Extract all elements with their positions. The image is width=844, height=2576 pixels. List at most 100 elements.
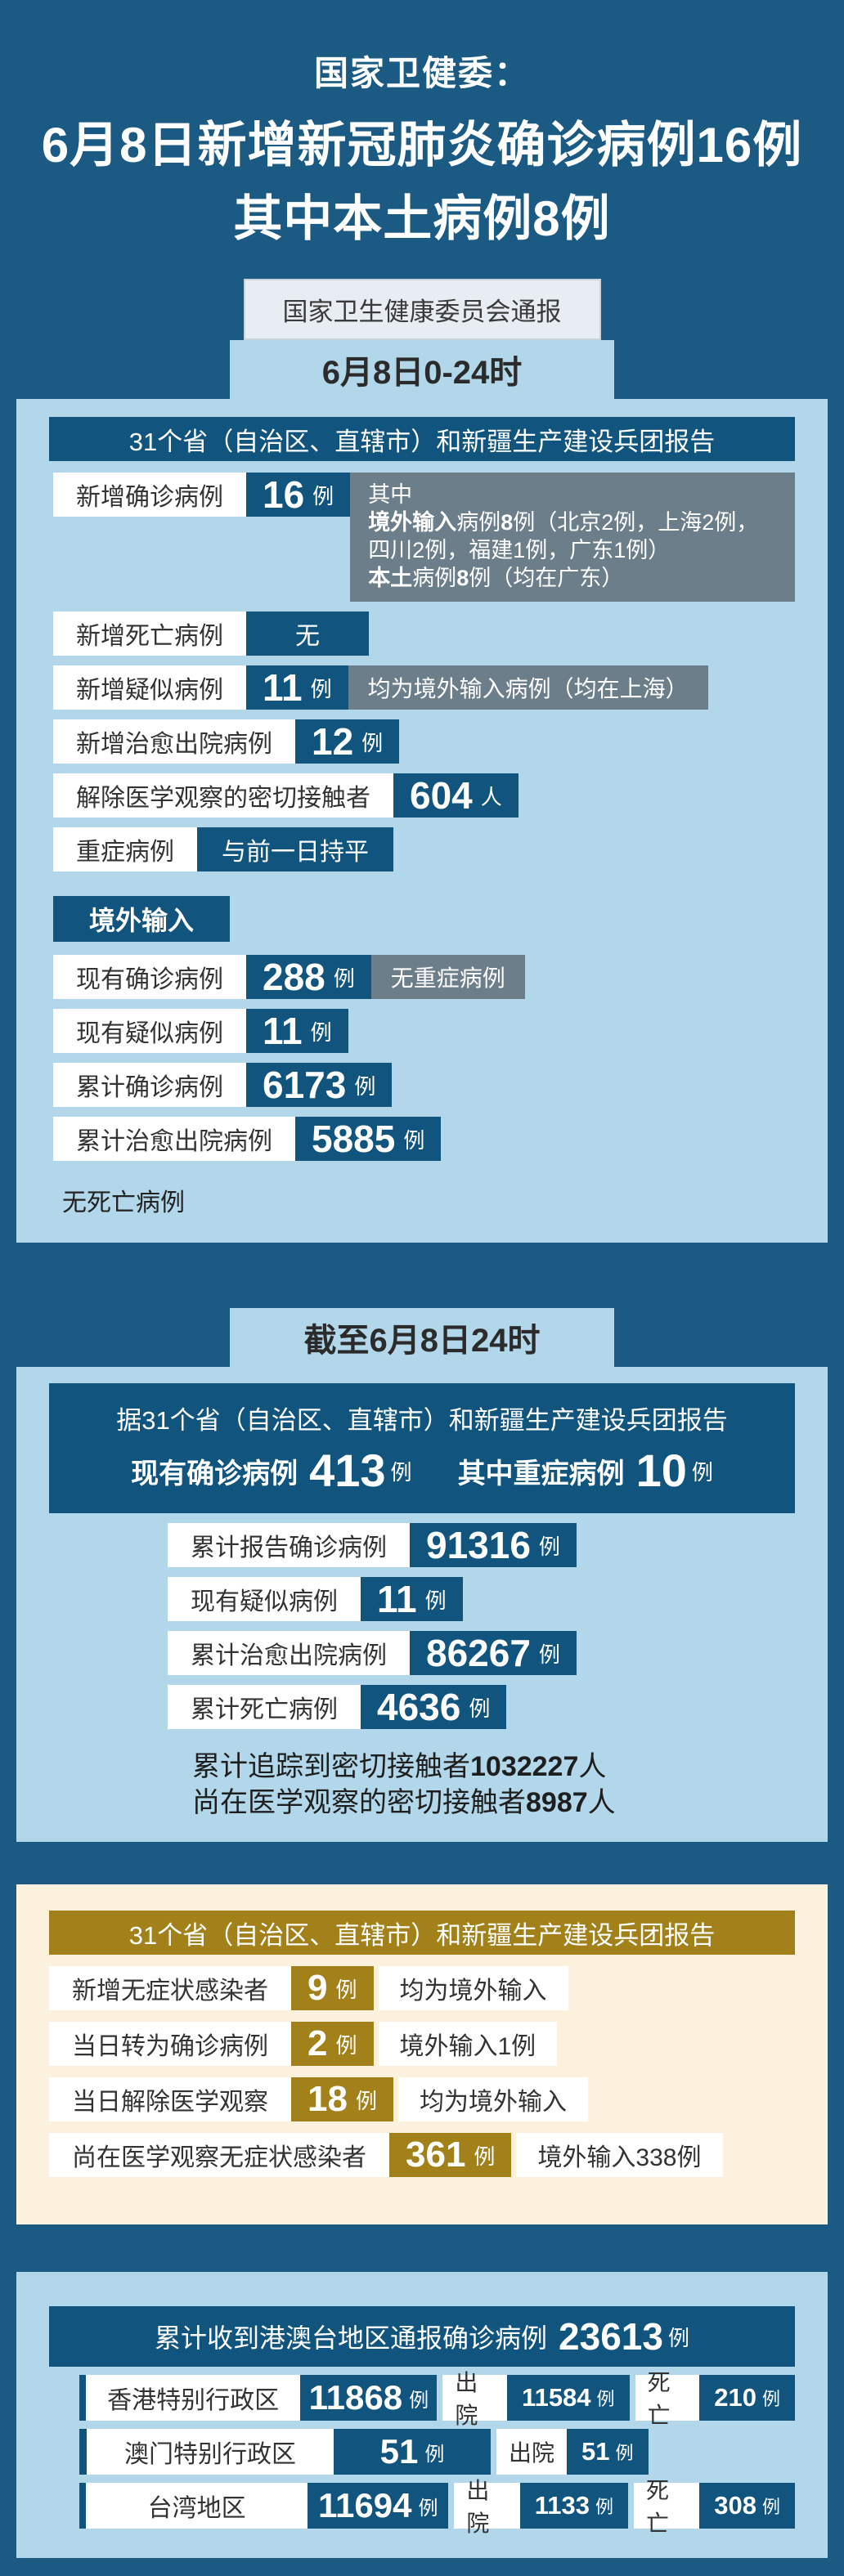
stat-label: 现有疑似病例 (53, 1009, 246, 1053)
region-total-number: 51 (379, 2432, 419, 2471)
detail-note-line1: 其中 (368, 482, 413, 507)
stat-row-imported-active: 现有确诊病例 288 例 无重症病例 (53, 955, 795, 999)
stat-unit: 例 (424, 1588, 447, 1613)
stat-value: 16 例 (246, 473, 351, 517)
stat-value: 604 人 (393, 773, 519, 818)
stat-value: 18 例 (291, 2077, 393, 2121)
stat-unit: 例 (354, 1073, 376, 1099)
asymptomatic-rows: 新增无症状感染者 9 例 均为境外输入 当日转为确诊病例 2 例 境外输入1例 (49, 1966, 795, 2177)
stat-label: 新增死亡病例 (53, 612, 246, 656)
region-row-hongkong: 香港特别行政区 11868 例 出院 11584 例 死亡 210 例 (79, 2370, 796, 2428)
panel-hmt: 累计收到港澳台地区通报确诊病例 23613 例 香港特别行政区 11868 例 … (16, 2272, 828, 2558)
stat-label: 累计报告确诊病例 (168, 1523, 410, 1567)
stat-unit: 人 (480, 784, 502, 809)
stat-value: 与前一日持平 (197, 827, 393, 871)
stat-number: 361 (406, 2135, 466, 2175)
daily-rows: 新增确诊病例 16 例 其中 境外输入病例8例（北京2例，上海2例，四川2例，福… (53, 473, 795, 871)
source-badge: 国家卫生健康委员会通报 (243, 279, 601, 340)
stat-note: 境外输入1例 (378, 2022, 558, 2066)
summary-stats-line: 现有确诊病例 413 例 其中重症病例 10 例 (57, 1448, 787, 1494)
stat-row-new-confirmed: 新增确诊病例 16 例 其中 境外输入病例8例（北京2例，上海2例，四川2例，福… (53, 473, 795, 602)
stat-number: 6173 (263, 1064, 347, 1106)
stat-row-imported-suspected: 现有疑似病例 11 例 (53, 1009, 795, 1053)
region-name: 澳门特别行政区 (87, 2429, 334, 2475)
stat-number: 86267 (426, 1632, 531, 1674)
death-value: 308 例 (699, 2483, 795, 2529)
stat-label: 现有确诊病例 (53, 955, 246, 999)
stat-label: 累计确诊病例 (53, 1063, 246, 1107)
report-bar-gold: 31个省（自治区、直辖市）和新疆生产建设兵团报告 (49, 1911, 795, 1955)
stat-label: 尚在医学观察无症状感染者 (49, 2133, 389, 2177)
stat-label: 新增无症状感染者 (49, 1966, 291, 2010)
stat-label: 当日解除医学观察 (49, 2077, 291, 2121)
summary-stat1-label: 现有确诊病例 (131, 1458, 299, 1490)
stat-unit: 例 (335, 2032, 357, 2058)
stat-row-new-deaths: 新增死亡病例 无 (53, 612, 795, 656)
stat-number: 91316 (426, 1524, 531, 1566)
stat-detail-note: 其中 境外输入病例8例（北京2例，上海2例，四川2例，福建1例，广东1例） 本土… (350, 473, 795, 602)
stat-value: 6173 例 (246, 1063, 393, 1107)
region-name: 香港特别行政区 (85, 2375, 301, 2421)
death-label: 死亡 (635, 2370, 700, 2428)
accent-bar (79, 2375, 86, 2421)
region-name: 台湾地区 (86, 2483, 308, 2529)
stat-number: 11 (263, 1010, 303, 1052)
panel-asymptomatic-body: 31个省（自治区、直辖市）和新疆生产建设兵团报告 新增无症状感染者 9 例 均为… (16, 1884, 828, 2224)
stat-value: 11 例 (361, 1577, 463, 1621)
panel-cumulative-body: 据31个省（自治区、直辖市）和新疆生产建设兵团报告 现有确诊病例 413 例 其… (16, 1367, 828, 1842)
region-total-number: 11694 (318, 2486, 412, 2524)
stat-number: 2 (308, 2023, 328, 2063)
discharge-label: 出院 (442, 2370, 508, 2428)
summary-stat1-unit: 例 (390, 1459, 412, 1485)
summary-source-line: 据31个省（自治区、直辖市）和新疆生产建设兵团报告 (116, 1406, 728, 1435)
stat-value: 11 例 (246, 665, 348, 710)
stat-number: 9 (308, 1968, 328, 2008)
summary-box: 据31个省（自治区、直辖市）和新疆生产建设兵团报告 现有确诊病例 413 例 其… (49, 1383, 795, 1513)
stat-label: 新增治愈出院病例 (53, 719, 295, 764)
stat-value: 86267 例 (410, 1631, 577, 1675)
summary-stat2-unit: 例 (691, 1459, 713, 1485)
stat-unit: 例 (355, 2088, 377, 2113)
stat-note: 无重症病例 (370, 955, 525, 999)
region-row-taiwan: 台湾地区 11694 例 出院 1133 例 死亡 308 例 (79, 2478, 795, 2536)
stat-label: 累计死亡病例 (168, 1685, 361, 1729)
stat-number: 4636 (377, 1686, 461, 1728)
stat-number: 18 (308, 2079, 348, 2119)
stat-label: 新增确诊病例 (53, 473, 246, 517)
discharge-value: 11584 例 (507, 2375, 630, 2421)
summary-stat2-label: 其中重症病例 (457, 1458, 625, 1490)
stat-note: 均为境外输入病例（均在上海） (348, 665, 708, 710)
stat-number: 604 (410, 774, 473, 817)
stat-value: 11 例 (246, 1009, 348, 1053)
stat-label: 累计治愈出院病例 (53, 1117, 295, 1161)
accent-bar (79, 2483, 87, 2529)
headline-line1: 6月8日新增新冠肺炎确诊病例16例 (41, 118, 803, 172)
stat-unit: 例 (333, 965, 355, 991)
hmt-header: 累计收到港澳台地区通报确诊病例 23613 例 (49, 2306, 795, 2367)
panel-cumulative: 截至6月8日24时 据31个省（自治区、直辖市）和新疆生产建设兵团报告 现有确诊… (16, 1308, 828, 1842)
stat-note: 均为境外输入 (397, 2077, 588, 2121)
stat-number: 5885 (312, 1118, 396, 1160)
stat-row-under-observation: 尚在医学观察无症状感染者 361 例 境外输入338例 (49, 2133, 795, 2177)
stat-value: 91316 例 (410, 1523, 577, 1567)
stat-row-cum-suspected: 现有疑似病例 11 例 (168, 1577, 795, 1621)
stat-value: 288 例 (246, 955, 371, 999)
panel-asymptomatic: 31个省（自治区、直辖市）和新疆生产建设兵团报告 新增无症状感染者 9 例 均为… (16, 1884, 828, 2224)
stat-label: 重症病例 (53, 827, 197, 871)
stat-unit: 例 (310, 1019, 332, 1045)
region-total: 51 例 (334, 2429, 491, 2475)
hmt-header-text: 累计收到港澳台地区通报确诊病例 (155, 2323, 548, 2353)
region-total: 11694 例 (308, 2483, 449, 2529)
stat-label: 解除医学观察的密切接触者 (53, 773, 393, 818)
cumulative-rows: 累计报告确诊病例 91316 例 现有疑似病例 11 例 累计治愈出院病例 (168, 1523, 795, 1729)
contact-line-observed: 尚在医学观察的密切接触者8987人 (192, 1787, 616, 1818)
death-value: 210 例 (699, 2375, 796, 2421)
stat-row-converted: 当日转为确诊病例 2 例 境外输入1例 (49, 2022, 795, 2066)
contact-line-traced: 累计追踪到密切接触者1032227人 (192, 1751, 607, 1782)
region-total: 11868 例 (300, 2375, 438, 2421)
stat-label: 现有疑似病例 (168, 1577, 361, 1621)
detail-note-line2: 境外输入病例8例（北京2例，上海2例，四川2例，福建1例，广东1例） (368, 510, 759, 562)
stat-unit: 例 (361, 730, 384, 755)
stat-note: 均为境外输入 (378, 1966, 568, 2010)
